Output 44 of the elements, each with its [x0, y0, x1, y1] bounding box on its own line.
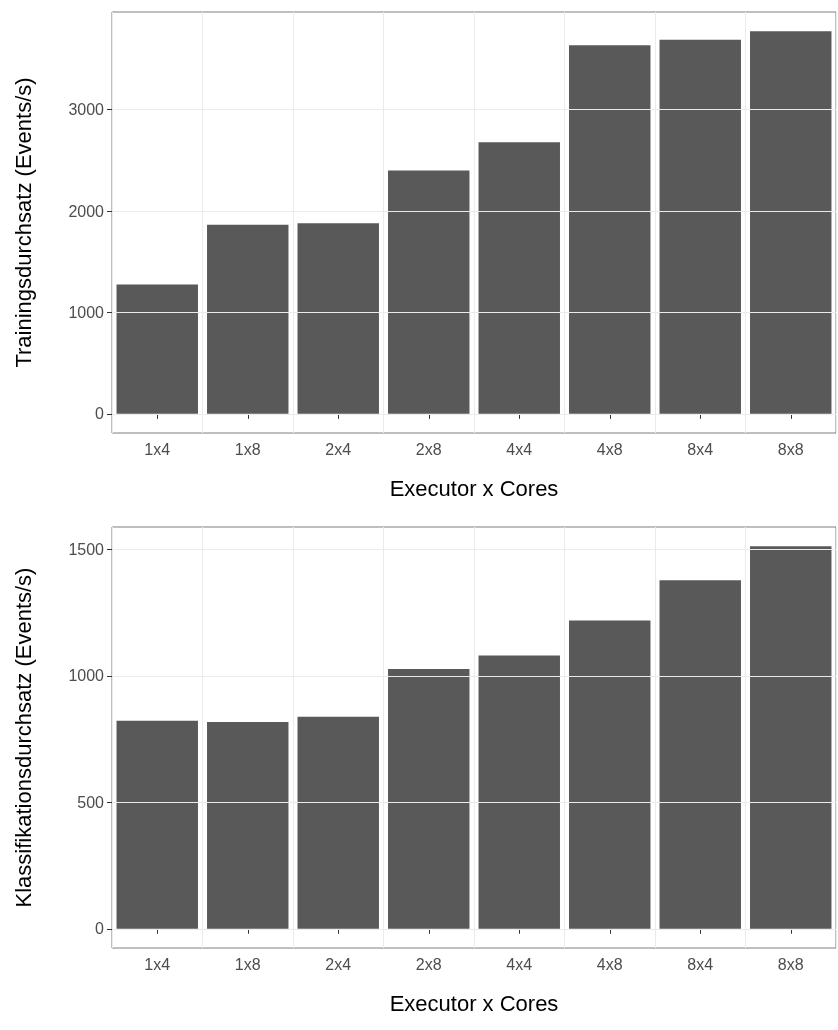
y-tick-label: 1000: [68, 303, 105, 321]
bar: [478, 142, 560, 414]
x-tick-label: 4x4: [506, 955, 533, 973]
x-tick-label: 1x4: [144, 440, 171, 458]
x-axis-title: Executor x Cores: [389, 475, 559, 501]
x-tick-label: 2x4: [325, 955, 352, 973]
bar: [569, 45, 651, 414]
bar: [297, 223, 379, 414]
bar: [659, 39, 741, 414]
x-tick-label: 4x4: [506, 440, 533, 458]
x-tick-label: 1x4: [144, 955, 171, 973]
y-tick-label: 1000: [68, 667, 105, 685]
x-tick-label: 4x8: [596, 955, 623, 973]
bar: [478, 655, 560, 929]
x-tick-label: 8x8: [777, 955, 804, 973]
bar: [116, 720, 198, 929]
y-tick-label: 500: [77, 793, 105, 811]
y-tick-label: 0: [95, 920, 105, 938]
y-tick-label: 1500: [68, 540, 105, 558]
bar: [750, 546, 832, 929]
x-tick-label: 2x4: [325, 440, 352, 458]
x-tick-label: 1x8: [234, 955, 261, 973]
x-tick-label: 2x8: [415, 440, 442, 458]
bar: [207, 224, 289, 414]
x-tick-label: 4x8: [596, 440, 623, 458]
bar: [750, 31, 832, 414]
x-tick-label: 8x4: [687, 955, 714, 973]
y-tick-label: 0: [95, 405, 105, 423]
y-axis-title: Trainingsdurchsatz (Events/s): [10, 77, 36, 368]
bar: [388, 668, 470, 929]
x-tick-label: 2x8: [415, 955, 442, 973]
x-tick-label: 8x8: [777, 440, 804, 458]
y-tick-label: 2000: [68, 202, 105, 220]
bar: [659, 580, 741, 929]
bar: [207, 722, 289, 929]
y-axis-title: Klassifikationsdurchsatz (Events/s): [10, 567, 36, 908]
bar: [388, 170, 470, 414]
bar: [569, 620, 651, 929]
x-axis-title: Executor x Cores: [389, 990, 559, 1016]
bar: [116, 284, 198, 414]
x-tick-label: 1x8: [234, 440, 261, 458]
y-tick-label: 3000: [68, 101, 105, 119]
bar: [297, 716, 379, 929]
x-tick-label: 8x4: [687, 440, 714, 458]
